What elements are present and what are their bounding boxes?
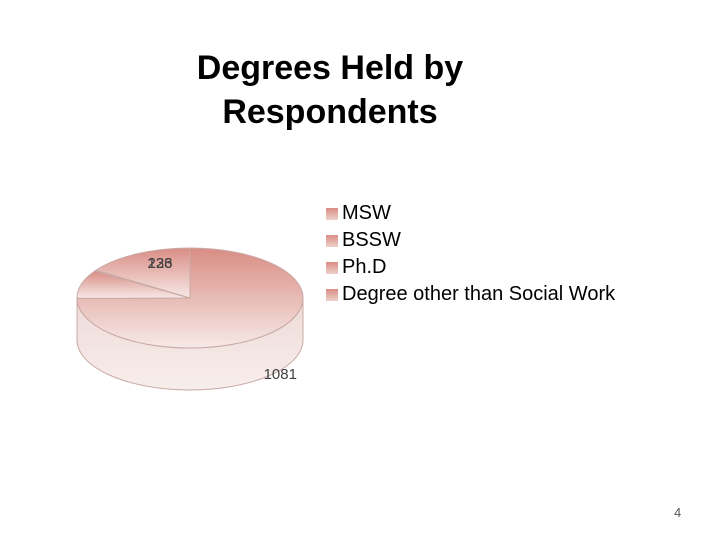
pie-slice-degree-other-than-social-work xyxy=(94,247,191,299)
data-label-degree-other-than-social-work: 226 xyxy=(147,255,172,272)
legend-item-other-degree: Degree other than Social Work xyxy=(326,281,615,308)
legend-swatch xyxy=(326,288,338,301)
legend-swatch xyxy=(326,207,338,220)
chart-title: Degrees Held by Respondents xyxy=(140,46,520,134)
chart-title-line-2: Respondents xyxy=(222,93,438,131)
chart-title-line-1: Degrees Held by xyxy=(196,49,464,87)
legend: MSW BSSW Ph.D Degree other than Social W… xyxy=(326,200,615,308)
pie-slices xyxy=(76,247,304,349)
legend-swatch xyxy=(326,261,338,274)
legend-swatch xyxy=(326,234,338,247)
data-label-msw: 1081 xyxy=(264,366,297,383)
pie-slice-msw xyxy=(76,247,304,349)
legend-label: Ph.D xyxy=(342,256,387,278)
legend-item-bssw: BSSW xyxy=(326,227,615,254)
legend-label: Degree other than Social Work xyxy=(342,283,616,305)
legend-item-msw: MSW xyxy=(326,200,615,227)
legend-item-phd: Ph.D xyxy=(326,254,615,281)
legend-label: BSSW xyxy=(342,229,401,251)
page-number: 4 xyxy=(674,505,682,520)
legend-label: MSW xyxy=(342,202,391,224)
data-label-bssw: 133 xyxy=(147,255,172,272)
